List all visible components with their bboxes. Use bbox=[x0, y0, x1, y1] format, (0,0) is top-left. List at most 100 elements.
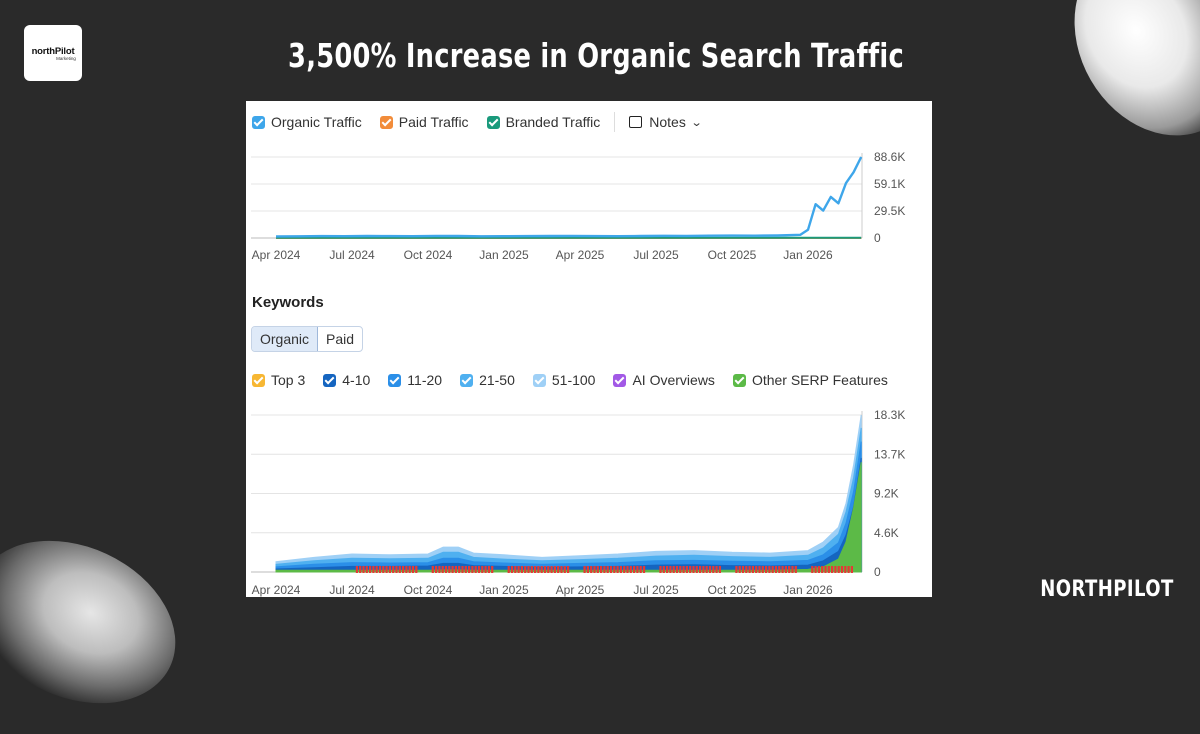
serp-feature-marker bbox=[465, 566, 467, 573]
serp-feature-marker bbox=[818, 566, 820, 573]
serp-feature-marker bbox=[584, 566, 586, 573]
checkbox-icon bbox=[252, 374, 265, 387]
serp-feature-marker bbox=[702, 566, 704, 573]
checkbox-icon bbox=[252, 116, 265, 129]
serp-feature-marker bbox=[828, 566, 830, 573]
serp-feature-marker bbox=[643, 566, 645, 573]
notes-dropdown[interactable]: Notes ⌄ bbox=[629, 114, 701, 130]
legend-item-ai-overviews[interactable]: AI Overviews bbox=[613, 372, 714, 388]
legend-item-organic-traffic[interactable]: Organic Traffic bbox=[252, 114, 362, 130]
serp-feature-marker bbox=[603, 566, 605, 573]
serp-feature-marker bbox=[782, 566, 784, 573]
serp-feature-marker bbox=[630, 566, 632, 573]
serp-feature-marker bbox=[673, 566, 675, 573]
serp-feature-marker bbox=[719, 566, 721, 573]
x-tick-label: Jan 2025 bbox=[479, 248, 529, 262]
legend-label: 21-50 bbox=[479, 372, 515, 388]
series-line-organic-traffic bbox=[276, 157, 861, 236]
analytics-screenshot-panel: Organic Traffic Paid Traffic Branded Traff… bbox=[246, 101, 932, 597]
checkbox-icon bbox=[533, 374, 546, 387]
keywords-section-title: Keywords bbox=[252, 294, 324, 311]
serp-feature-marker bbox=[640, 566, 642, 573]
serp-feature-marker bbox=[742, 566, 744, 573]
y-tick-label: 18.3K bbox=[874, 408, 905, 422]
serp-feature-marker bbox=[560, 566, 562, 573]
serp-feature-marker bbox=[399, 566, 401, 573]
legend-item-other-serp-features[interactable]: Other SERP Features bbox=[733, 372, 888, 388]
serp-feature-marker bbox=[402, 566, 404, 573]
legend-item-top-3[interactable]: Top 3 bbox=[252, 372, 305, 388]
serp-feature-marker bbox=[458, 566, 460, 573]
serp-feature-marker bbox=[511, 566, 513, 573]
notes-label: Notes bbox=[649, 114, 686, 130]
legend-item-21-50[interactable]: 21-50 bbox=[460, 372, 515, 388]
legend-item-paid-traffic[interactable]: Paid Traffic bbox=[380, 114, 469, 130]
serp-feature-marker bbox=[768, 566, 770, 573]
company-logo: northPilot Marketing bbox=[24, 25, 82, 81]
serp-feature-marker bbox=[356, 566, 358, 573]
serp-feature-marker bbox=[735, 566, 737, 573]
serp-feature-marker bbox=[696, 566, 698, 573]
serp-feature-marker bbox=[514, 566, 516, 573]
serp-feature-marker bbox=[636, 566, 638, 573]
legend-label: AI Overviews bbox=[632, 372, 714, 388]
legend-label: 51-100 bbox=[552, 372, 596, 388]
tab-paid[interactable]: Paid bbox=[318, 327, 362, 351]
serp-feature-marker bbox=[415, 566, 417, 573]
serp-feature-marker bbox=[758, 566, 760, 573]
legend-item-4-10[interactable]: 4-10 bbox=[323, 372, 370, 388]
serp-feature-marker bbox=[683, 566, 685, 573]
brand-wordmark: NORTHPILOT bbox=[1041, 577, 1174, 602]
serp-feature-marker bbox=[438, 566, 440, 573]
serp-feature-marker bbox=[508, 566, 510, 573]
serp-feature-marker bbox=[435, 566, 437, 573]
y-tick-label: 0 bbox=[874, 231, 881, 245]
legend-item-51-100[interactable]: 51-100 bbox=[533, 372, 596, 388]
serp-feature-marker bbox=[821, 566, 823, 573]
serp-feature-marker bbox=[815, 566, 817, 573]
serp-feature-marker bbox=[745, 566, 747, 573]
serp-feature-marker bbox=[372, 566, 374, 573]
x-tick-label: Oct 2024 bbox=[404, 583, 453, 597]
serp-feature-marker bbox=[811, 566, 813, 573]
serp-feature-marker bbox=[554, 566, 556, 573]
serp-feature-marker bbox=[841, 566, 843, 573]
legend-item-11-20[interactable]: 11-20 bbox=[388, 372, 442, 388]
serp-feature-marker bbox=[659, 566, 661, 573]
serp-feature-marker bbox=[491, 566, 493, 573]
x-tick-label: Oct 2025 bbox=[708, 248, 757, 262]
keywords-type-toggle: Organic Paid bbox=[251, 326, 363, 352]
comment-icon bbox=[629, 116, 642, 128]
x-tick-label: Jul 2025 bbox=[633, 583, 679, 597]
serp-feature-marker bbox=[755, 566, 757, 573]
serp-feature-marker bbox=[488, 566, 490, 573]
checkbox-icon bbox=[733, 374, 746, 387]
decorative-glow-bottom-left bbox=[0, 510, 202, 734]
serp-feature-marker bbox=[765, 566, 767, 573]
legend-label: Top 3 bbox=[271, 372, 305, 388]
serp-feature-marker bbox=[475, 566, 477, 573]
legend-item-branded-traffic[interactable]: Branded Traffic bbox=[487, 114, 601, 130]
x-tick-label: Jan 2026 bbox=[783, 248, 833, 262]
serp-feature-marker bbox=[626, 566, 628, 573]
serp-feature-marker bbox=[762, 566, 764, 573]
tab-organic[interactable]: Organic bbox=[252, 327, 318, 351]
serp-feature-marker bbox=[527, 566, 529, 573]
x-tick-label: Jul 2024 bbox=[329, 583, 375, 597]
serp-feature-marker bbox=[432, 566, 434, 573]
serp-feature-marker bbox=[471, 566, 473, 573]
legend-label: 11-20 bbox=[407, 372, 442, 388]
serp-feature-marker bbox=[788, 566, 790, 573]
serp-feature-marker bbox=[844, 566, 846, 573]
y-tick-label: 59.1K bbox=[874, 177, 905, 191]
serp-feature-marker bbox=[452, 566, 454, 573]
serp-feature-marker bbox=[359, 566, 361, 573]
serp-feature-marker bbox=[587, 566, 589, 573]
y-tick-label: 88.6K bbox=[874, 150, 905, 164]
serp-feature-marker bbox=[607, 566, 609, 573]
serp-feature-marker bbox=[442, 566, 444, 573]
serp-feature-marker bbox=[739, 566, 741, 573]
serp-feature-marker bbox=[663, 566, 665, 573]
y-tick-label: 9.2K bbox=[874, 487, 899, 501]
